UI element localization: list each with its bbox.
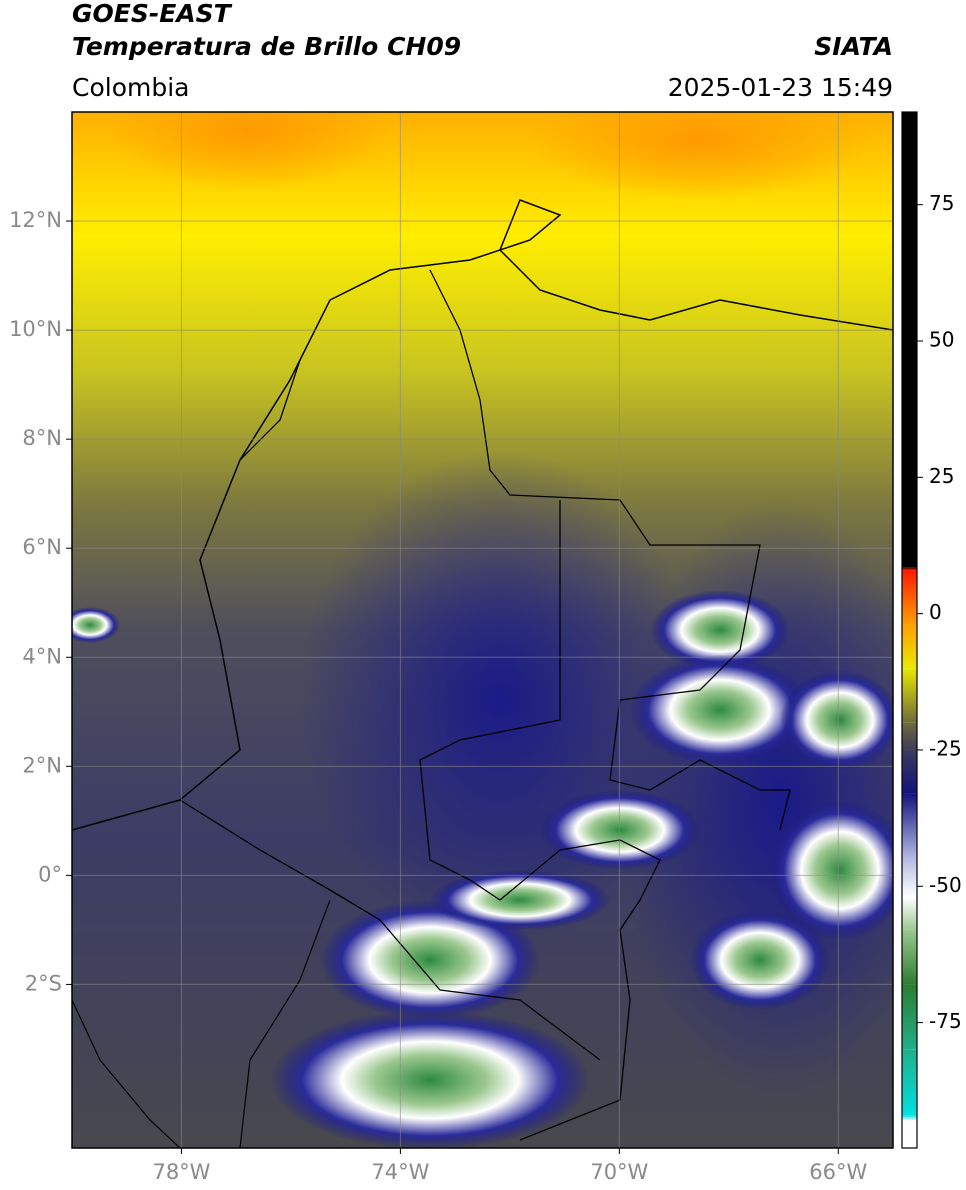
colorbar-tick-label: 75 — [929, 191, 954, 215]
colorbar-tick-label: -75 — [929, 1009, 962, 1033]
colorbar-segment — [902, 793, 917, 860]
y-tick-label: 4°N — [22, 644, 62, 668]
x-tick-label: 66°W — [809, 1160, 867, 1184]
y-tick-label: 0° — [38, 862, 62, 886]
subtitle: Temperatura de Brillo CH09 — [72, 32, 461, 61]
map-frame — [71, 111, 894, 1149]
colorbar-frame — [901, 111, 918, 1149]
colorbar-segment — [902, 624, 917, 669]
timestamp: 2025-01-23 15:49 — [668, 73, 893, 102]
colorbar-segment — [902, 1120, 917, 1148]
colorbar-segment — [902, 570, 917, 625]
y-tick-label: 10°N — [9, 317, 62, 341]
colorbar-tick-label: 25 — [929, 464, 954, 488]
grid — [72, 112, 893, 1148]
colorbar-segment — [902, 984, 917, 1050]
colorbar-tick-label: 50 — [929, 328, 954, 352]
title: GOES-EAST — [72, 0, 233, 28]
colorbar-segment — [902, 112, 917, 568]
colorbar — [902, 112, 917, 1148]
colorbar-segment — [902, 722, 917, 750]
y-tick-label: 6°N — [22, 535, 62, 559]
region: Colombia — [72, 73, 189, 102]
colorbar-segment — [902, 929, 917, 985]
y-tick-label: 2°N — [22, 753, 62, 777]
colorbar-tick-label: -25 — [929, 736, 962, 760]
colorbar-segment — [902, 1049, 917, 1116]
x-tick-label: 70°W — [590, 1160, 648, 1184]
colorbar-segment — [902, 859, 917, 898]
y-tick-label: 12°N — [9, 208, 62, 232]
colorbar-segment — [902, 749, 917, 794]
y-tick-label: 2°S — [25, 971, 62, 995]
x-tick-label: 74°W — [371, 1160, 429, 1184]
colorbar-tick-label: -50 — [929, 873, 962, 897]
colorbar-segment — [902, 668, 917, 723]
colorbar-segment — [902, 1115, 917, 1121]
colorbar-segment — [902, 897, 917, 930]
source: SIATA — [814, 32, 893, 61]
x-tick-label: 78°W — [152, 1160, 210, 1184]
satellite-image — [72, 112, 893, 1148]
y-tick-label: 8°N — [22, 426, 62, 450]
colorbar-segment — [902, 567, 917, 571]
colorbar-tick-label: 0 — [929, 600, 942, 624]
